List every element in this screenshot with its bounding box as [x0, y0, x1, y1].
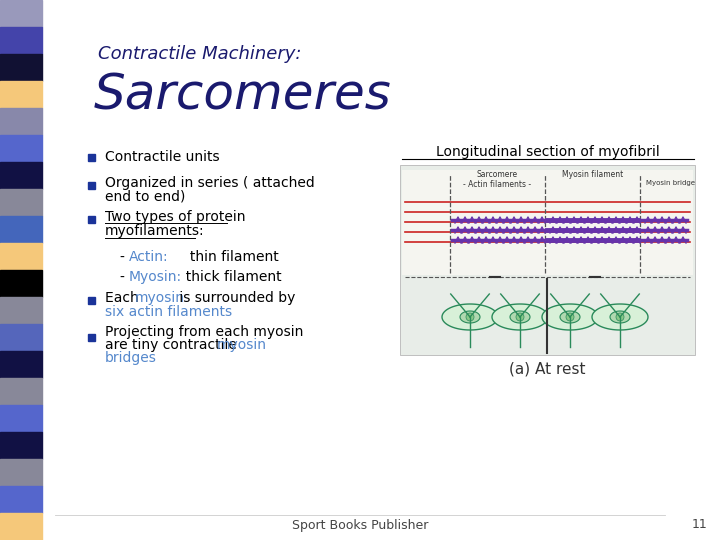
Bar: [0, 432, 42, 459]
Text: - Actin filaments -: - Actin filaments -: [463, 180, 531, 189]
Polygon shape: [542, 304, 598, 330]
Bar: [88, 154, 95, 161]
Polygon shape: [460, 311, 480, 323]
Text: thick filament: thick filament: [177, 270, 282, 284]
Bar: [0, 351, 42, 378]
Text: myosin: myosin: [217, 338, 267, 352]
Bar: [0, 216, 42, 243]
Bar: [88, 334, 95, 341]
Text: Myosin bridge: Myosin bridge: [646, 180, 695, 186]
Polygon shape: [592, 304, 648, 330]
Text: Longitudinal section of myofibril: Longitudinal section of myofibril: [436, 145, 660, 159]
Text: end to end): end to end): [105, 190, 185, 204]
Text: Myosin:: Myosin:: [129, 270, 182, 284]
Polygon shape: [492, 304, 548, 330]
Bar: [0, 81, 42, 108]
Bar: [0, 405, 42, 432]
Text: (a) At rest: (a) At rest: [509, 361, 585, 376]
Text: myofilaments:: myofilaments:: [105, 224, 204, 238]
Bar: [0, 324, 42, 351]
Polygon shape: [616, 313, 624, 321]
Polygon shape: [610, 311, 630, 323]
Bar: [88, 182, 95, 189]
Bar: [0, 189, 42, 216]
Text: is surrounded by: is surrounded by: [175, 291, 295, 305]
Text: six actin filaments: six actin filaments: [105, 305, 232, 319]
Bar: [0, 135, 42, 162]
Text: Two types of protein: Two types of protein: [105, 210, 246, 224]
Bar: [0, 270, 42, 297]
Bar: [88, 297, 95, 304]
Bar: [402, 170, 693, 275]
Polygon shape: [566, 313, 574, 321]
Text: 11: 11: [692, 518, 708, 531]
Bar: [0, 459, 42, 486]
Bar: [0, 486, 42, 513]
Text: Contractile units: Contractile units: [105, 150, 220, 164]
Bar: [0, 162, 42, 189]
Bar: [400, 165, 695, 355]
Text: Sarcomeres: Sarcomeres: [94, 72, 392, 120]
Text: Sarcomere: Sarcomere: [477, 170, 518, 179]
Bar: [0, 54, 42, 81]
Polygon shape: [560, 311, 580, 323]
Text: Contractile Machinery:: Contractile Machinery:: [98, 45, 302, 63]
Text: -: -: [120, 250, 130, 264]
Bar: [0, 27, 42, 54]
Text: are tiny contractile: are tiny contractile: [105, 338, 241, 352]
Bar: [88, 216, 95, 223]
Polygon shape: [466, 313, 474, 321]
Bar: [0, 297, 42, 324]
Polygon shape: [516, 313, 524, 321]
Text: Each: Each: [105, 291, 143, 305]
Text: bridges: bridges: [105, 351, 157, 365]
Bar: [0, 513, 42, 540]
Text: -: -: [120, 270, 130, 284]
Bar: [0, 378, 42, 405]
Text: Organized in series ( attached: Organized in series ( attached: [105, 176, 315, 190]
Text: Myosin filament: Myosin filament: [562, 170, 624, 179]
Bar: [0, 243, 42, 270]
Bar: [0, 0, 42, 27]
Text: Sport Books Publisher: Sport Books Publisher: [292, 518, 428, 531]
Polygon shape: [442, 304, 498, 330]
Polygon shape: [510, 311, 530, 323]
Text: myosin: myosin: [135, 291, 185, 305]
Text: thin filament: thin filament: [168, 250, 279, 264]
Bar: [0, 108, 42, 135]
Text: Projecting from each myosin: Projecting from each myosin: [105, 325, 303, 339]
Text: Actin:: Actin:: [129, 250, 168, 264]
